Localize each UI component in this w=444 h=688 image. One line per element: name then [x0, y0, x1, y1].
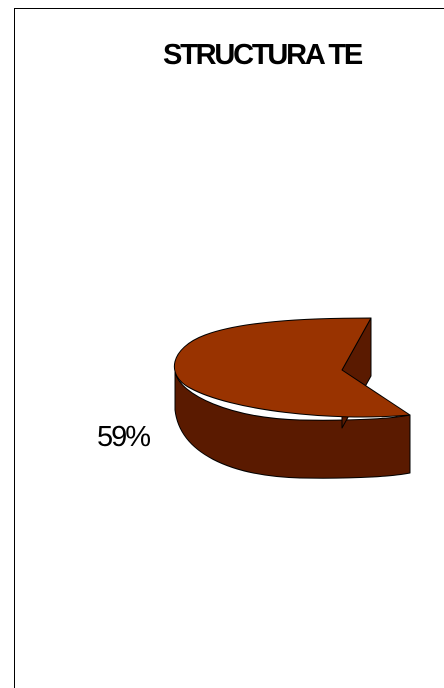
pie-slice-side: [174, 371, 411, 479]
chart-title: STRUCTURA TE: [163, 39, 363, 71]
data-label-slice-1: 59%: [97, 421, 151, 453]
pie-slice-top: [173, 317, 411, 418]
chart-frame: [14, 8, 444, 688]
